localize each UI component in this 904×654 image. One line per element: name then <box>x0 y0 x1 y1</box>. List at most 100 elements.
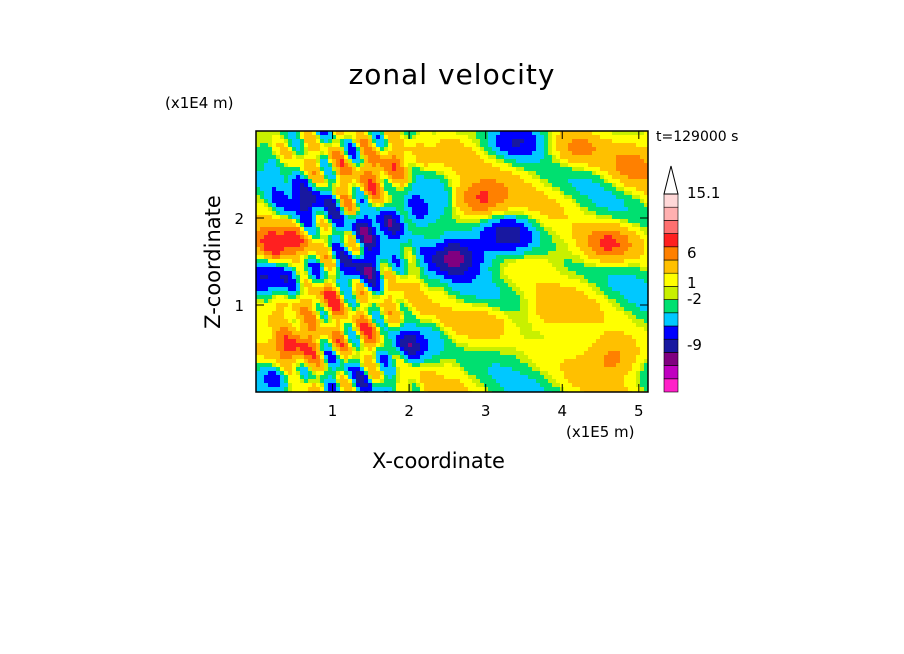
field-cell <box>376 187 381 192</box>
field-cell <box>272 235 277 240</box>
field-cell <box>460 275 465 280</box>
field-cell <box>408 259 413 264</box>
field-cell <box>300 135 305 140</box>
field-cell <box>264 271 269 276</box>
field-cell <box>536 291 541 296</box>
field-cell <box>596 171 601 176</box>
field-cell <box>444 327 449 332</box>
field-cell <box>588 195 593 200</box>
field-cell <box>464 151 469 156</box>
field-cell <box>420 307 425 312</box>
field-cell <box>360 135 365 140</box>
field-cell <box>592 255 597 260</box>
field-cell <box>436 147 441 152</box>
field-cell <box>640 203 645 208</box>
field-cell <box>632 227 637 232</box>
field-cell <box>536 227 541 232</box>
field-cell <box>256 315 261 320</box>
field-cell <box>268 303 273 308</box>
field-cell <box>320 195 325 200</box>
field-cell <box>272 243 277 248</box>
field-cell <box>544 183 549 188</box>
field-cell <box>388 267 393 272</box>
field-cell <box>448 243 453 248</box>
field-cell <box>632 159 637 164</box>
field-cell <box>540 131 545 136</box>
field-cell <box>632 271 637 276</box>
field-cell <box>412 155 417 160</box>
field-cell <box>532 307 537 312</box>
field-cell <box>424 303 429 308</box>
field-cell <box>396 239 401 244</box>
field-cell <box>452 287 457 292</box>
field-cell <box>596 319 601 324</box>
field-cell <box>532 151 537 156</box>
field-cell <box>376 283 381 288</box>
field-cell <box>424 167 429 172</box>
field-cell <box>404 283 409 288</box>
field-cell <box>560 187 565 192</box>
field-cell <box>544 215 549 220</box>
field-cell <box>404 167 409 172</box>
x-axis-label: X-coordinate <box>372 449 505 473</box>
field-cell <box>548 259 553 264</box>
field-cell <box>552 211 557 216</box>
field-cell <box>364 135 369 140</box>
field-cell <box>532 259 537 264</box>
field-cell <box>484 231 489 236</box>
field-cell <box>332 195 337 200</box>
field-cell <box>272 295 277 300</box>
field-cell <box>384 143 389 148</box>
field-cell <box>404 239 409 244</box>
field-cell <box>312 175 317 180</box>
field-cell <box>372 251 377 256</box>
field-cell <box>592 259 597 264</box>
field-cell <box>636 231 641 236</box>
field-cell <box>484 235 489 240</box>
field-cell <box>460 319 465 324</box>
field-cell <box>476 331 481 336</box>
field-cell <box>272 251 277 256</box>
field-cell <box>304 259 309 264</box>
field-cell <box>516 295 521 300</box>
field-cell <box>396 327 401 332</box>
field-cell <box>588 239 593 244</box>
field-cell <box>312 303 317 308</box>
field-cell <box>524 299 529 304</box>
field-cell <box>376 147 381 152</box>
field-cell <box>264 263 269 268</box>
field-cell <box>360 215 365 220</box>
field-cell <box>348 299 353 304</box>
field-cell <box>476 187 481 192</box>
field-cell <box>616 139 621 144</box>
field-cell <box>568 267 573 272</box>
field-cell <box>520 199 525 204</box>
field-cell <box>380 163 385 168</box>
field-cell <box>308 263 313 268</box>
field-cell <box>636 271 641 276</box>
field-cell <box>464 263 469 268</box>
field-cell <box>332 219 337 224</box>
field-cell <box>408 231 413 236</box>
field-cell <box>384 331 389 336</box>
field-cell <box>464 187 469 192</box>
field-cell <box>436 299 441 304</box>
field-cell <box>588 179 593 184</box>
field-cell <box>620 171 625 176</box>
field-cell <box>624 275 629 280</box>
field-cell <box>432 231 437 236</box>
field-cell <box>620 275 625 280</box>
field-cell <box>460 255 465 260</box>
field-cell <box>624 259 629 264</box>
field-cell <box>292 131 297 136</box>
field-cell <box>448 195 453 200</box>
field-cell <box>392 187 397 192</box>
field-cell <box>548 267 553 272</box>
field-cell <box>580 319 585 324</box>
field-cell <box>532 323 537 328</box>
field-cell <box>624 187 629 192</box>
field-cell <box>568 235 573 240</box>
field-cell <box>312 307 317 312</box>
field-cell <box>288 259 293 264</box>
field-cell <box>320 275 325 280</box>
